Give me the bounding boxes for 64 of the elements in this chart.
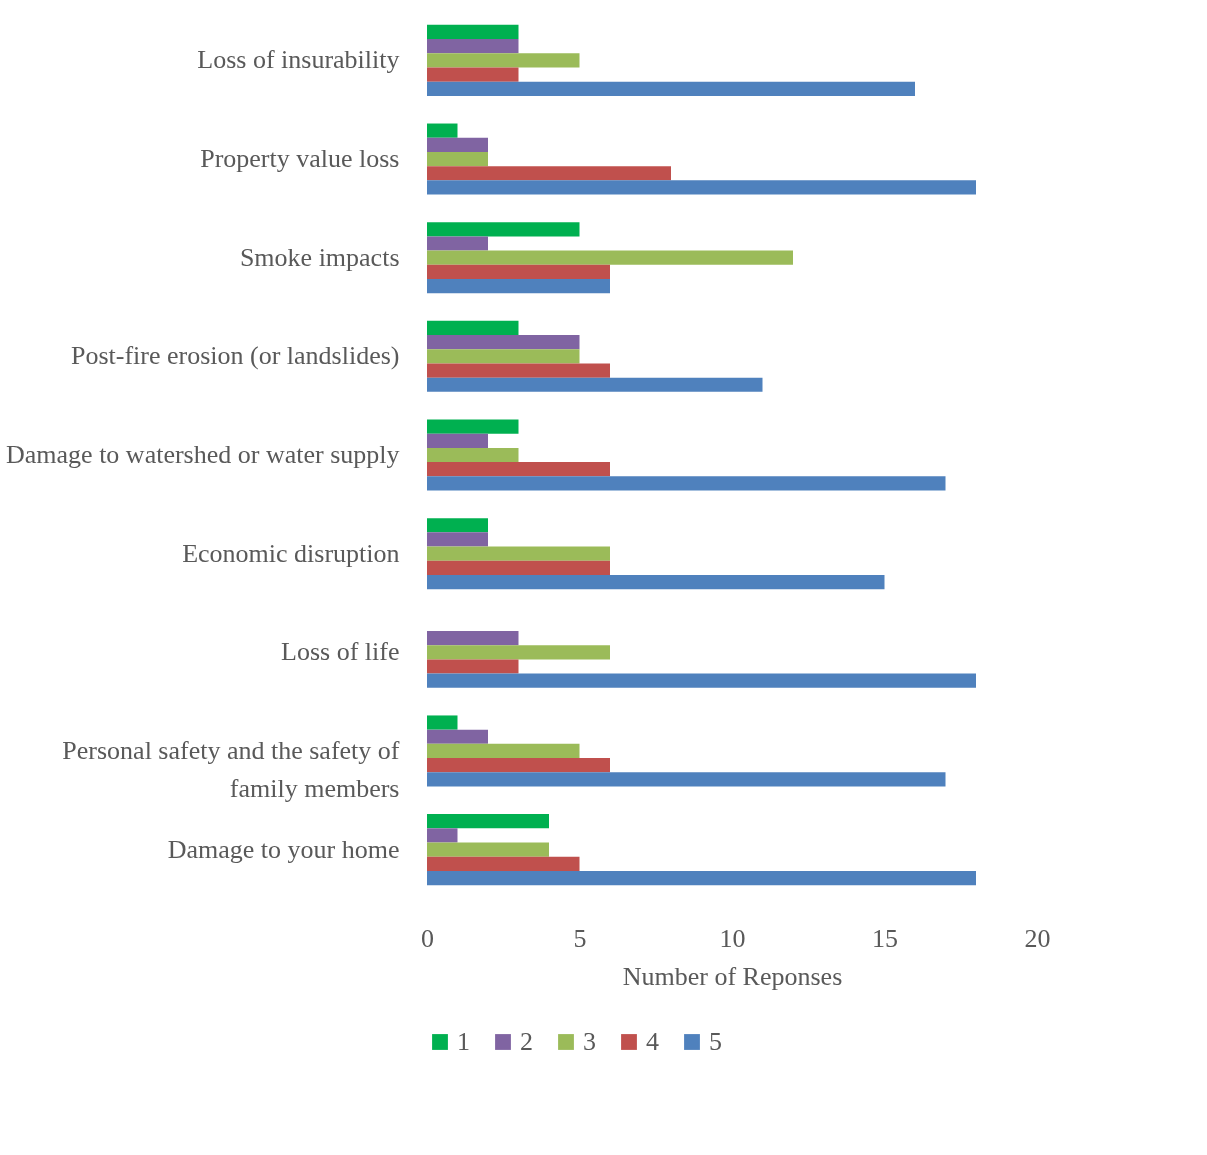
bar xyxy=(427,180,976,195)
bar xyxy=(427,743,580,759)
x-tick-label: 5 xyxy=(573,923,587,953)
bar xyxy=(427,363,610,378)
bar xyxy=(427,574,885,590)
bar xyxy=(427,166,671,181)
bar xyxy=(427,137,488,152)
bar xyxy=(427,842,549,857)
legend-label: 3 xyxy=(583,1027,596,1056)
bar xyxy=(427,81,915,96)
bar xyxy=(427,53,580,68)
bar xyxy=(427,377,763,392)
bar xyxy=(427,335,580,350)
y-tick-label: Loss of life xyxy=(281,637,400,667)
y-tick-label: Property value loss xyxy=(200,144,400,174)
bar xyxy=(427,264,610,279)
bar xyxy=(427,631,519,646)
y-tick-label: Damage to watershed or water supply xyxy=(6,440,400,469)
bar xyxy=(427,447,519,463)
bar xyxy=(427,349,580,364)
bar xyxy=(427,560,610,575)
bar xyxy=(427,715,458,730)
bar xyxy=(427,151,488,167)
x-tick-label: 20 xyxy=(1024,923,1051,953)
legend-label: 5 xyxy=(709,1027,722,1056)
bar xyxy=(427,645,610,660)
bar xyxy=(427,320,519,336)
bar xyxy=(427,518,488,533)
x-tick-label: 10 xyxy=(719,923,746,953)
bar xyxy=(427,236,488,251)
x-tick-label: 0 xyxy=(421,923,434,953)
bar xyxy=(427,67,519,82)
bar xyxy=(427,856,580,871)
y-tick-label: Economic disruption xyxy=(182,538,400,568)
legend-label: 4 xyxy=(646,1027,659,1056)
bar xyxy=(427,24,519,40)
bar xyxy=(427,39,519,54)
bar xyxy=(427,250,793,265)
legend-label: 2 xyxy=(520,1027,533,1056)
x-tick-label: 15 xyxy=(872,923,898,953)
legend-label: 1 xyxy=(457,1027,470,1056)
y-tick-label: Damage to your home xyxy=(167,834,400,864)
bar xyxy=(427,673,976,688)
y-tick-label: Personal safety and the safety of family members xyxy=(62,735,400,803)
bar xyxy=(427,870,976,886)
bar xyxy=(427,222,580,237)
bar xyxy=(427,279,610,294)
y-tick-label: Smoke impacts xyxy=(239,242,400,272)
y-tick-label: Loss of insurability xyxy=(197,45,400,75)
x-axis-title: Number of Reponses xyxy=(622,961,843,991)
bar xyxy=(427,419,519,434)
bar xyxy=(427,462,610,477)
bar xyxy=(427,532,488,547)
bar xyxy=(427,772,946,787)
bar xyxy=(427,433,488,448)
bar xyxy=(427,729,488,744)
y-tick-label: Post-fire erosion (or landslides) xyxy=(70,341,400,371)
bar xyxy=(427,814,549,829)
bar xyxy=(427,546,610,561)
bar xyxy=(427,659,519,674)
bar xyxy=(427,828,458,843)
bar xyxy=(427,476,946,491)
bar xyxy=(427,758,610,773)
bar xyxy=(427,123,458,138)
